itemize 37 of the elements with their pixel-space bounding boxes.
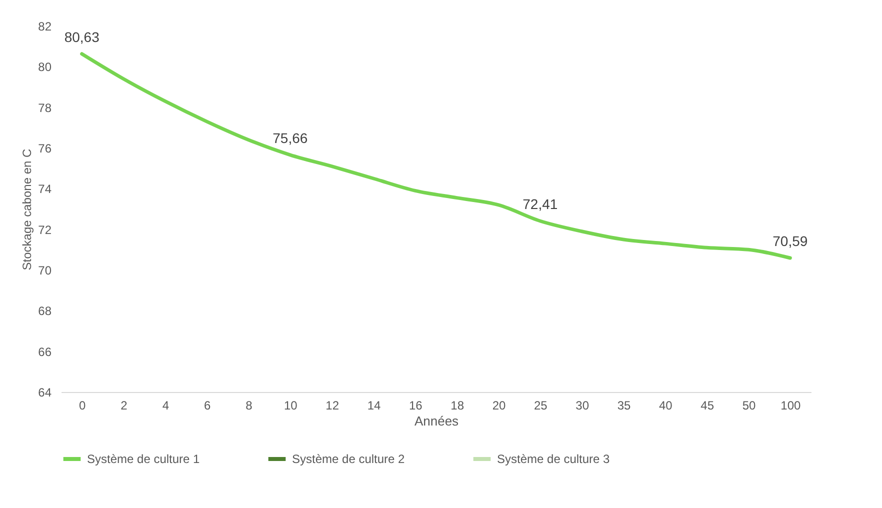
x-tick-label: 16 [408, 398, 423, 412]
data-label: 80,63 [64, 28, 100, 45]
y-tick-label: 68 [38, 304, 52, 318]
legend-label: Système de culture 1 [87, 452, 200, 466]
y-tick-label: 80 [38, 60, 52, 74]
x-tick-label: 30 [576, 398, 590, 412]
data-label: 72,41 [522, 196, 558, 212]
x-tick-label: 4 [162, 398, 170, 412]
x-tick-label: 35 [617, 398, 631, 412]
x-tick-label: 45 [700, 398, 714, 412]
y-tick-label: 74 [38, 182, 52, 196]
x-tick-label: 100 [780, 398, 801, 412]
x-tick-label: 8 [246, 398, 253, 412]
x-tick-label: 2 [120, 398, 128, 412]
x-tick-label: 10 [284, 398, 298, 412]
y-tick-label: 64 [38, 386, 52, 400]
x-tick-label: 20 [492, 398, 506, 412]
x-tick-label: 25 [534, 398, 548, 412]
x-axis-title: Années [414, 414, 460, 428]
x-tick-label: 18 [450, 398, 464, 412]
y-tick-label: 76 [38, 142, 52, 156]
x-tick-label: 12 [326, 398, 340, 412]
x-tick-label: 0 [78, 398, 86, 412]
y-tick-label: 82 [38, 20, 52, 34]
data-label: 70,59 [772, 233, 808, 250]
y-tick-label: 78 [38, 100, 52, 115]
x-tick-label: 50 [742, 398, 756, 412]
y-tick-label: 72 [38, 222, 52, 237]
legend-label: Système de culture 3 [497, 452, 610, 466]
y-axis-title: Stockage cabone en C [20, 148, 34, 270]
x-tick-label: 14 [367, 398, 381, 412]
y-tick-label: 70 [38, 264, 52, 278]
data-label: 75,66 [272, 130, 308, 146]
x-tick-label: 6 [204, 398, 211, 412]
y-tick-label: 66 [38, 344, 52, 359]
x-tick-label: 40 [658, 398, 673, 412]
legend-label: Système de culture 2 [292, 452, 406, 466]
